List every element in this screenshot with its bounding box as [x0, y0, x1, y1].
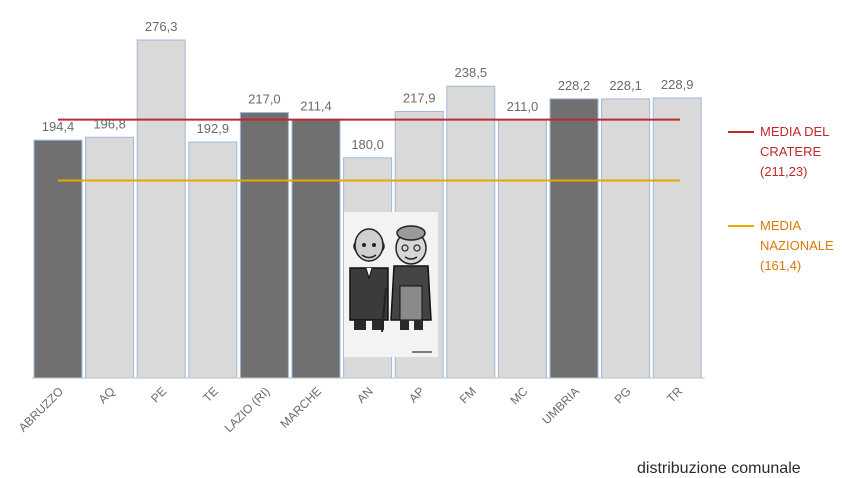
bar-aq — [85, 136, 135, 379]
bars-group — [32, 39, 705, 379]
value-label: 180,0 — [351, 137, 384, 152]
value-label: 194,4 — [42, 119, 75, 134]
value-labels: 194,4 196,8 276,3 192,9 217,0 211,4 180,0 217,9… — [42, 19, 694, 152]
category-label: AN — [354, 384, 376, 406]
value-label: 276,3 — [145, 19, 178, 34]
category-label: LAZIO (RI) — [222, 384, 273, 435]
bar-tr — [652, 97, 702, 379]
category-label: ABRUZZO — [16, 384, 66, 434]
value-label: 196,8 — [93, 116, 126, 131]
bar-pg — [601, 98, 651, 379]
footer-note: distribuzione comunale — [637, 460, 801, 477]
category-label: AP — [406, 384, 427, 405]
category-label: TE — [200, 384, 221, 405]
category-label: PG — [612, 384, 634, 406]
value-label: 228,1 — [609, 78, 642, 93]
value-label: 217,0 — [248, 92, 281, 107]
bar-te — [188, 141, 238, 379]
value-label: 192,9 — [197, 121, 230, 136]
category-labels: ABRUZZO AQ PE TE LAZIO (RI) MARCHE AN AP FM MC UMB… — [16, 384, 686, 435]
value-label: 211,4 — [300, 98, 332, 113]
legend-label-nazionale: MEDIA NAZIONALE (161,4) — [760, 218, 834, 273]
category-label: AQ — [96, 384, 118, 406]
category-label: TR — [664, 384, 685, 405]
bar-pe — [136, 39, 186, 379]
bar-fm — [446, 85, 496, 379]
bar-mc — [497, 119, 547, 379]
category-label: PE — [148, 384, 169, 405]
bar-abruzzo — [33, 139, 83, 379]
reference-lines — [58, 118, 680, 182]
category-label: UMBRIA — [539, 384, 582, 427]
legend-swatch-nazionale — [728, 225, 754, 227]
value-label: 228,9 — [661, 77, 694, 92]
category-label: MC — [507, 384, 530, 407]
legend-swatch-cratere — [728, 131, 754, 133]
legend-label-cratere: MEDIA DEL CRATERE (211,23) — [760, 124, 830, 179]
bar-umbria — [549, 98, 599, 379]
bar-lazio-ri — [239, 112, 289, 379]
elderly-couple-icon — [344, 212, 438, 357]
value-label: 217,9 — [403, 90, 436, 105]
value-label: 228,2 — [558, 78, 591, 93]
bar-marche — [291, 118, 341, 379]
category-label: FM — [457, 384, 479, 406]
category-label: MARCHE — [277, 384, 324, 431]
value-label: 211,0 — [507, 99, 539, 114]
value-label: 238,5 — [455, 65, 488, 80]
